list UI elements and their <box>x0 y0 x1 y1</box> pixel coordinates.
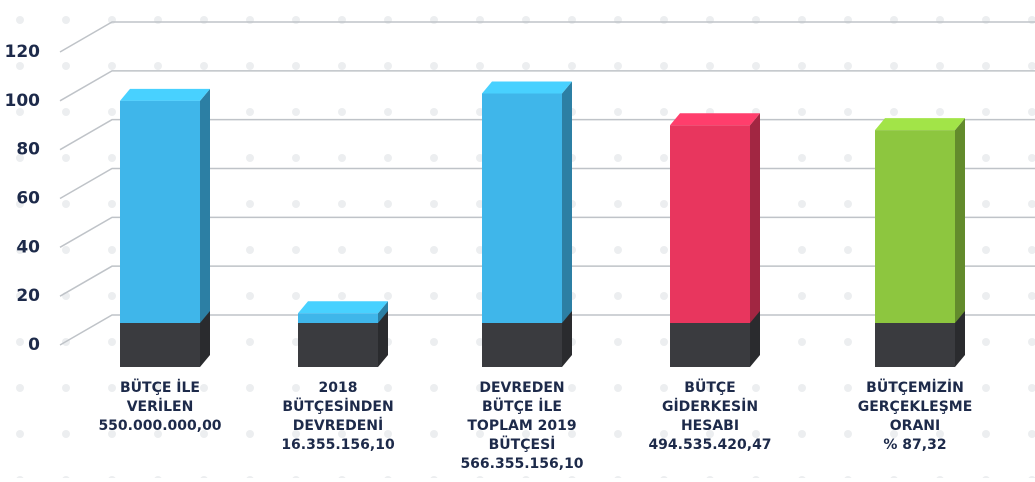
x-tick-label: DEVREDEN <box>479 380 564 396</box>
bar-side <box>955 118 965 345</box>
y-tick-label: 120 <box>5 42 41 62</box>
x-tick-label: 566.355.156,10 <box>460 456 583 472</box>
x-tick-label: 2018 <box>319 380 358 396</box>
x-tick-label: 494.535.420,47 <box>648 437 771 453</box>
x-tick-label: ORANI <box>890 418 940 434</box>
bar <box>670 125 750 345</box>
y-tick-label: 0 <box>28 335 40 355</box>
bar-group <box>482 82 572 367</box>
bar-base <box>482 323 562 367</box>
y-tick-label: 80 <box>16 140 40 160</box>
x-tick-label: GERÇEKLEŞME <box>858 399 973 415</box>
bar-base <box>670 323 750 367</box>
bar-side <box>200 89 210 345</box>
x-tick-label: BÜTÇESİNDEN <box>282 397 393 415</box>
bar <box>120 101 200 345</box>
bar-top <box>298 301 388 313</box>
x-tick-label: BÜTÇE <box>684 378 735 396</box>
bar <box>482 94 562 345</box>
bar-group <box>298 301 388 367</box>
x-tick-label: VERİLEN <box>127 398 194 415</box>
bar <box>875 130 955 345</box>
x-tick-label: HESABI <box>681 418 739 434</box>
bar-group <box>120 89 210 367</box>
y-tick-label: 40 <box>16 237 40 257</box>
y-tick-label: 20 <box>16 286 40 306</box>
x-tick-label: BÜTÇE İLE <box>482 397 562 415</box>
bar-base <box>120 323 200 367</box>
bar-top <box>482 82 572 94</box>
bar-base <box>298 323 378 367</box>
bar-top <box>670 113 760 125</box>
bar-side <box>562 82 572 345</box>
x-tick-label: 550.000.000,00 <box>98 418 221 434</box>
x-tick-label: GİDERKESİN <box>662 398 758 415</box>
y-tick-label: 60 <box>16 189 40 209</box>
x-tick-label: % 87,32 <box>883 437 946 453</box>
bar-base <box>875 323 955 367</box>
x-tick-label: DEVREDENİ <box>293 417 383 434</box>
bar-group <box>670 113 760 367</box>
y-tick-label: 100 <box>5 91 41 111</box>
x-tick-label: BÜTÇEMİZİN <box>866 378 964 396</box>
x-tick-label: TOPLAM 2019 <box>467 418 576 434</box>
bar-side <box>750 113 760 345</box>
bar-top <box>875 118 965 130</box>
bar-top <box>120 89 210 101</box>
x-tick-label: BÜTÇESİ <box>489 435 556 453</box>
x-tick-label: 16.355.156,10 <box>281 437 395 453</box>
x-tick-label: BÜTÇE İLE <box>120 378 200 396</box>
bar-group <box>875 118 965 367</box>
